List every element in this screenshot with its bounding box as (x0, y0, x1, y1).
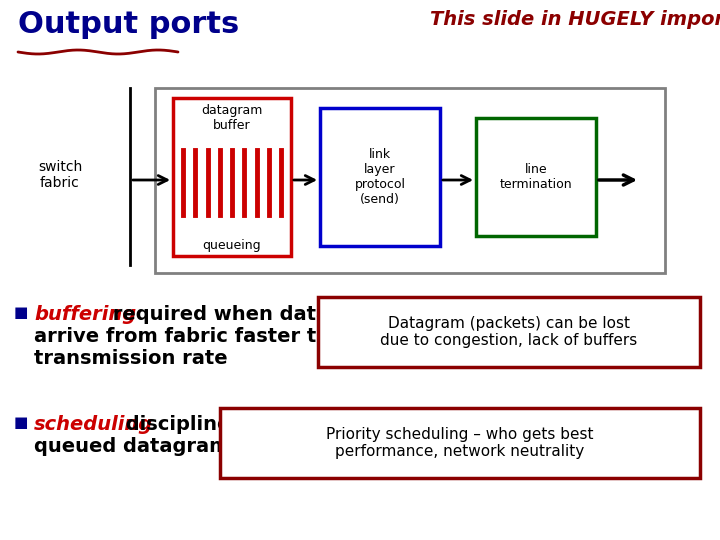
Text: datagram
buffer: datagram buffer (202, 104, 263, 132)
Bar (320, 108, 440, 246)
Text: discipline chooses among: discipline chooses among (119, 415, 408, 434)
Text: ■: ■ (14, 415, 28, 430)
Text: ■: ■ (14, 305, 28, 320)
Text: This slide in HUGELY important!: This slide in HUGELY important! (430, 10, 720, 29)
Text: queueing: queueing (203, 239, 261, 252)
Bar (476, 118, 596, 236)
Bar (155, 88, 665, 273)
Bar (220, 408, 700, 478)
Text: link
layer
protocol
(send): link layer protocol (send) (354, 148, 405, 206)
Text: scheduling: scheduling (34, 415, 153, 434)
Text: queued datagrams for transmission: queued datagrams for transmission (34, 437, 428, 456)
Text: transmission rate: transmission rate (34, 349, 228, 368)
Text: arrive from fabric faster than the: arrive from fabric faster than the (34, 327, 400, 346)
Bar (173, 98, 291, 256)
Text: buffering: buffering (34, 305, 136, 324)
Text: switch
fabric: switch fabric (38, 160, 82, 190)
Bar (318, 297, 700, 367)
Text: line
termination: line termination (500, 163, 572, 191)
Text: Priority scheduling – who gets best
performance, network neutrality: Priority scheduling – who gets best perf… (326, 427, 594, 459)
Text: Output ports: Output ports (18, 10, 239, 39)
Text: required when datagrams: required when datagrams (106, 305, 397, 324)
Text: Datagram (packets) can be lost
due to congestion, lack of buffers: Datagram (packets) can be lost due to co… (380, 316, 638, 348)
